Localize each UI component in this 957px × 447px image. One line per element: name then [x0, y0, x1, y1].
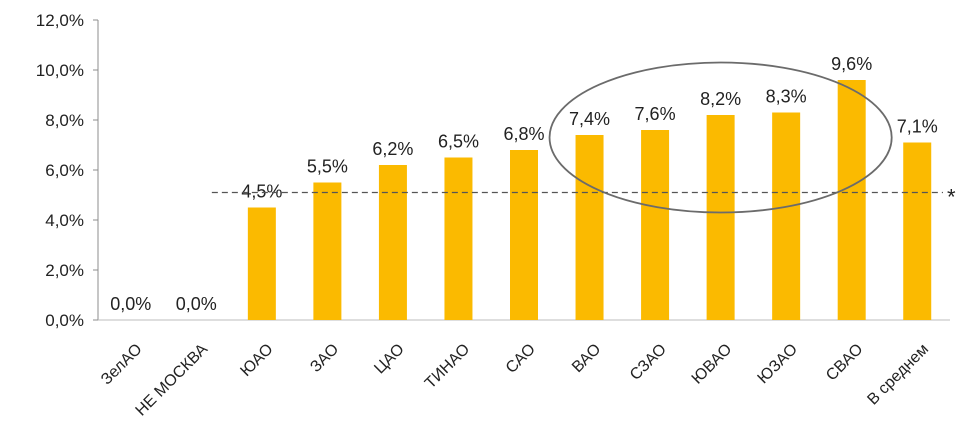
category-label: ЮЗАО: [755, 341, 801, 387]
data-label: 7,4%: [569, 109, 610, 129]
y-tick-label: 2,0%: [45, 261, 84, 280]
bar: [641, 130, 670, 320]
category-label: ЮАО: [237, 341, 276, 380]
category-label: В среднем: [864, 341, 932, 409]
y-axis: 0,0% 2,0% 4,0% 6,0% 8,0% 10,0% 12,0%: [36, 11, 950, 330]
data-labels: 0,0% 0,0% 4,5% 5,5% 6,2% 6,5% 6,8% 7,4% 7,6% 8,2%…: [110, 54, 937, 314]
bar: [378, 165, 407, 320]
data-label: 5,5%: [307, 157, 348, 177]
bar: [247, 207, 276, 320]
data-label: 7,1%: [897, 117, 938, 137]
category-label: ЮВАО: [689, 341, 736, 388]
category-label: САО: [503, 341, 539, 377]
category-label: СЗАО: [627, 341, 670, 384]
reference-line-group: *: [211, 185, 956, 210]
bar: [772, 112, 801, 320]
category-label: ЗАО: [307, 341, 342, 376]
bar: [706, 115, 735, 320]
data-label: 4,5%: [241, 182, 282, 202]
y-tick-label: 6,0%: [45, 161, 84, 180]
category-label: ЗелАО: [98, 341, 145, 388]
bar: [903, 142, 932, 320]
bar: [510, 150, 538, 320]
data-label: 6,5%: [438, 132, 479, 152]
bars: [247, 80, 932, 320]
reference-line-marker: *: [947, 185, 956, 210]
highlight-ellipse: [548, 61, 893, 214]
bar: [837, 80, 866, 320]
highlight-group: [548, 61, 893, 214]
y-tick-label: 10,0%: [36, 61, 84, 80]
data-label: 0,0%: [176, 294, 217, 314]
y-tick-label: 8,0%: [45, 111, 84, 130]
category-label: ТИНАО: [422, 341, 473, 392]
data-label: 7,6%: [635, 104, 676, 124]
bar: [575, 135, 604, 320]
data-label: 8,2%: [700, 89, 741, 109]
y-tick-label: 4,0%: [45, 211, 84, 230]
bar: [444, 157, 473, 320]
data-label: 6,8%: [503, 124, 544, 144]
category-label: ВАО: [569, 341, 604, 376]
y-tick-label: 12,0%: [36, 11, 84, 30]
data-label: 0,0%: [110, 294, 151, 314]
y-tick-label: 0,0%: [45, 311, 84, 330]
bar: [313, 182, 342, 320]
category-label: ЦАО: [371, 341, 407, 377]
data-label: 9,6%: [831, 54, 872, 74]
category-label: СВАО: [823, 341, 866, 384]
data-label: 8,3%: [766, 87, 807, 107]
data-label: 6,2%: [372, 139, 413, 159]
